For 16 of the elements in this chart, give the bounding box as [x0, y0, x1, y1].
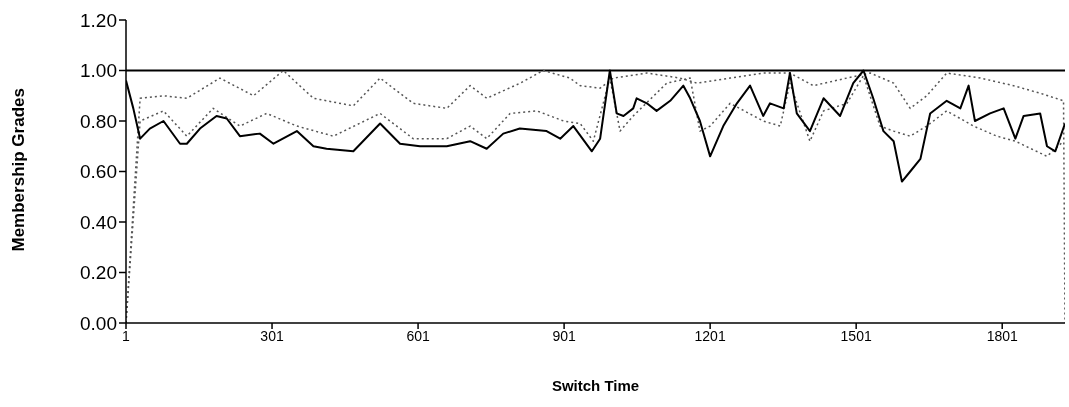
x-tick-label: 1 — [122, 327, 131, 344]
x-tick-label: 601 — [406, 327, 430, 344]
y-tick-label: 1.00 — [80, 60, 117, 82]
y-tick-label: 0.80 — [80, 110, 117, 132]
y-tick-label: 1.20 — [80, 9, 117, 31]
y-axis-title: Membership Grades — [9, 88, 29, 252]
y-tick-label: 0.20 — [80, 262, 117, 284]
y-tick-label: 0.40 — [80, 211, 117, 233]
x-tick-label: 901 — [552, 327, 576, 344]
y-tick-label: 0.00 — [80, 312, 117, 334]
x-tick-label: 1501 — [840, 327, 872, 344]
x-tick-label: 1201 — [694, 327, 726, 344]
x-axis-title: Switch Time — [551, 377, 640, 394]
y-tick-label: 0.60 — [80, 161, 117, 183]
x-tick-label: 301 — [260, 327, 284, 344]
x-tick-label: 1801 — [986, 327, 1018, 344]
